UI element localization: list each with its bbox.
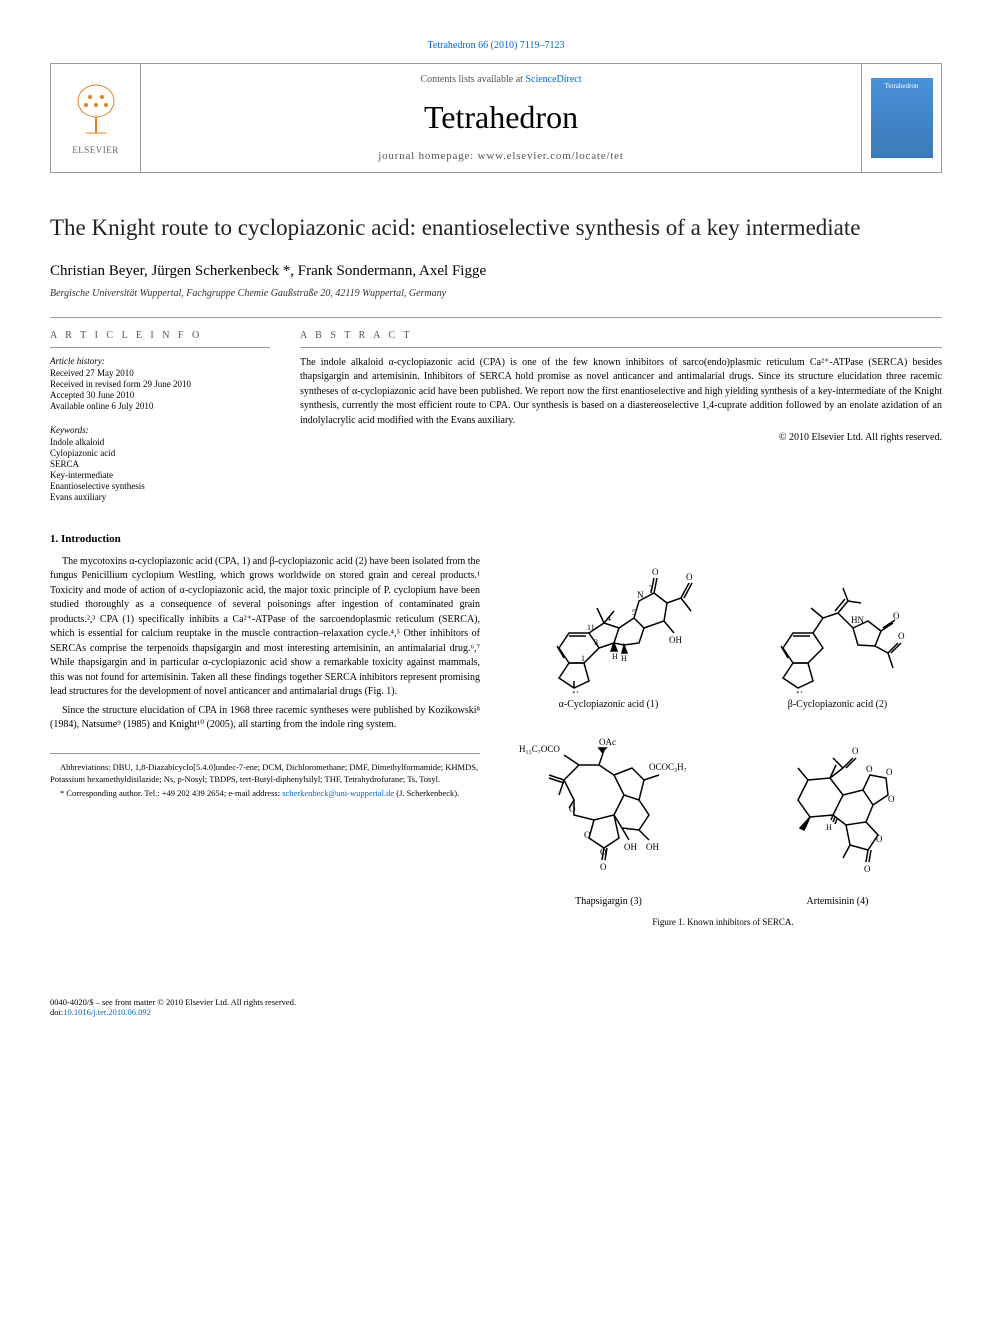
journal-name: Tetrahedron — [151, 99, 851, 136]
left-column: 1. Introduction The mycotoxins α-cyclopi… — [50, 533, 480, 927]
svg-text:O: O — [600, 862, 607, 872]
figure-1-caption: Figure 1. Known inhibitors of SERCA. — [504, 917, 942, 927]
article-info-column: A R T I C L E I N F O Article history: R… — [50, 330, 270, 503]
journal-cover-thumb: Tetrahedron — [871, 78, 933, 158]
footer-left: 0040-4020/$ – see front matter © 2010 El… — [50, 997, 296, 1017]
page-footer: 0040-4020/$ – see front matter © 2010 El… — [0, 997, 992, 1047]
corresponding-email-link[interactable]: scherkenbeck@uni-wuppertal.de — [282, 788, 394, 798]
svg-text:O: O — [866, 764, 873, 774]
corresponding-prefix: * Corresponding author. Tel.: +49 202 43… — [60, 788, 282, 798]
structure-1: N H 1 3 4 11 — [504, 533, 713, 710]
keyword-item: Evans auxiliary — [50, 492, 270, 502]
section-1-heading: 1. Introduction — [50, 533, 480, 545]
keywords-label: Keywords: — [50, 425, 270, 435]
thapsigargin-structure-icon: O O OAc — [514, 720, 704, 890]
svg-text:H₁₅C₇OCO: H₁₅C₇OCO — [519, 744, 560, 754]
footnotes: Abbreviations: DBU, 1,8-Diazabicyclo[5.4… — [50, 753, 480, 800]
contents-line: Contents lists available at ScienceDirec… — [151, 74, 851, 85]
svg-text:O: O — [864, 864, 871, 874]
abstract-column: A B S T R A C T The indole alkaloid α-cy… — [300, 330, 942, 503]
abbreviations-footnote: Abbreviations: DBU, 1,8-Diazabicyclo[5.4… — [50, 762, 480, 786]
body-columns: 1. Introduction The mycotoxins α-cyclopi… — [50, 533, 942, 927]
corresponding-author-footnote: * Corresponding author. Tel.: +49 202 43… — [50, 788, 480, 800]
svg-text:O: O — [852, 746, 859, 756]
history-item: Available online 6 July 2010 — [50, 401, 270, 411]
history-item: Received in revised form 29 June 2010 — [50, 379, 270, 389]
elsevier-label: ELSEVIER — [72, 145, 119, 155]
abstract-copyright: © 2010 Elsevier Ltd. All rights reserved… — [300, 432, 942, 443]
svg-text:H: H — [621, 654, 627, 663]
svg-text:O: O — [886, 767, 893, 777]
keyword-item: SERCA — [50, 459, 270, 469]
svg-text:H: H — [826, 823, 832, 832]
journal-header-box: ELSEVIER Contents lists available at Sci… — [50, 63, 942, 173]
keyword-item: Key-intermediate — [50, 470, 270, 480]
structure-2-label: β-Cyclopiazonic acid (2) — [788, 699, 888, 710]
structure-4-label: Artemisinin (4) — [807, 896, 869, 907]
front-matter-line: 0040-4020/$ – see front matter © 2010 El… — [50, 997, 296, 1007]
structure-1-label: α-Cyclopiazonic acid (1) — [559, 699, 659, 710]
svg-text:N: N — [572, 690, 579, 693]
svg-text:H: H — [612, 652, 618, 661]
abstract-text: The indole alkaloid α-cyclopiazonic acid… — [300, 356, 942, 429]
doi-line: doi:10.1016/j.tet.2010.06.092 — [50, 1007, 296, 1017]
cyclopiazonic-acid-1-structure-icon: N H 1 3 4 11 — [519, 533, 699, 693]
authors-line: Christian Beyer, Jürgen Scherkenbeck *, … — [50, 263, 942, 280]
artemisinin-structure-icon: O O O O O — [758, 720, 918, 890]
intro-paragraph-2: Since the structure elucidation of CPA i… — [50, 704, 480, 733]
elsevier-cell: ELSEVIER — [51, 64, 141, 172]
history-item: Received 27 May 2010 — [50, 368, 270, 378]
homepage-line: journal homepage: www.elsevier.com/locat… — [151, 150, 851, 162]
homepage-url[interactable]: www.elsevier.com/locate/tet — [478, 150, 624, 162]
structure-4: O O O O O — [733, 720, 942, 907]
citation-line: Tetrahedron 66 (2010) 7119–7123 — [50, 40, 942, 51]
structure-2: N H — [733, 533, 942, 710]
thumbnail-cell: Tetrahedron — [861, 64, 941, 172]
elsevier-tree-logo-icon — [66, 81, 126, 141]
contents-prefix: Contents lists available at — [420, 74, 525, 85]
svg-text:N: N — [796, 690, 803, 693]
article-info-heading: A R T I C L E I N F O — [50, 330, 270, 348]
svg-text:3: 3 — [594, 638, 598, 647]
sciencedirect-link[interactable]: ScienceDirect — [525, 74, 581, 85]
svg-text:O: O — [584, 830, 591, 840]
svg-text:OCOC₃H₇: OCOC₃H₇ — [649, 762, 687, 772]
svg-text:O: O — [876, 834, 883, 844]
intro-paragraph-1: The mycotoxins α-cyclopiazonic acid (CPA… — [50, 555, 480, 700]
svg-text:11: 11 — [587, 623, 595, 632]
svg-text:O: O — [652, 567, 659, 577]
svg-text:1: 1 — [581, 654, 585, 663]
svg-text:OH: OH — [669, 635, 682, 645]
keyword-item: Enantioselective synthesis — [50, 481, 270, 491]
history-item: Accepted 30 June 2010 — [50, 390, 270, 400]
svg-text:OH: OH — [624, 842, 637, 852]
chemical-structures-grid: N H 1 3 4 11 — [504, 533, 942, 907]
doi-link[interactable]: 10.1016/j.tet.2010.06.092 — [63, 1007, 151, 1017]
structure-3: O O OAc — [504, 720, 713, 907]
keyword-item: Cylopiazonic acid — [50, 448, 270, 458]
keyword-item: Indole alkaloid — [50, 437, 270, 447]
header-center: Contents lists available at ScienceDirec… — [141, 64, 861, 172]
structure-3-label: Thapsigargin (3) — [575, 896, 642, 907]
doi-prefix: doi: — [50, 1007, 63, 1017]
cyclopiazonic-acid-2-structure-icon: N H — [753, 533, 923, 693]
svg-text:OH: OH — [646, 842, 659, 852]
affiliation: Bergische Universität Wuppertal, Fachgru… — [50, 288, 942, 299]
svg-text:O: O — [893, 611, 900, 621]
svg-text:O: O — [888, 794, 895, 804]
citation-link[interactable]: Tetrahedron 66 (2010) 7119–7123 — [428, 40, 565, 51]
history-label: Article history: — [50, 356, 270, 366]
svg-text:HN: HN — [851, 615, 864, 625]
abstract-heading: A B S T R A C T — [300, 330, 942, 348]
svg-text:OAc: OAc — [599, 737, 616, 747]
svg-text:N: N — [637, 590, 644, 600]
right-column: N H 1 3 4 11 — [504, 533, 942, 927]
article-title: The Knight route to cyclopiazonic acid: … — [50, 213, 942, 243]
corresponding-suffix: (J. Scherkenbeck). — [394, 788, 459, 798]
homepage-prefix: journal homepage: — [378, 150, 477, 162]
info-abstract-row: A R T I C L E I N F O Article history: R… — [50, 317, 942, 503]
svg-text:O: O — [686, 572, 693, 582]
svg-text:O: O — [898, 631, 905, 641]
